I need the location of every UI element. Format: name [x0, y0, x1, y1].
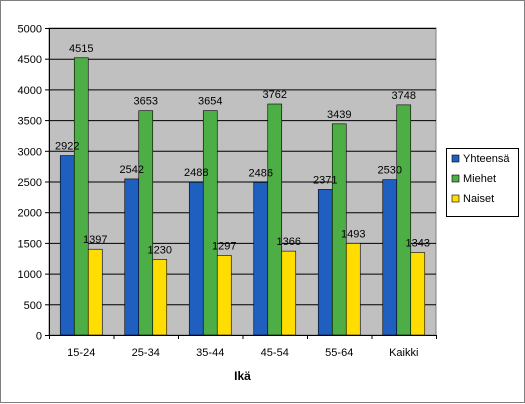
- y-tick-label: 1000: [18, 269, 42, 281]
- legend-label: Yhteensä: [463, 153, 510, 165]
- data-label: 2486: [249, 167, 273, 179]
- data-label: 3654: [198, 96, 222, 108]
- y-tick-label: 2500: [18, 177, 42, 189]
- x-tick-label: 25-34: [132, 347, 160, 359]
- data-label: 2530: [378, 165, 402, 177]
- bar: [202, 110, 218, 336]
- legend-swatch: [451, 174, 460, 183]
- data-label: 4515: [69, 43, 93, 55]
- bar: [281, 250, 297, 336]
- gridlines: [49, 28, 436, 306]
- data-labels: 2922 4515 1397 2542 3653 1230 2488 3654 1297 2486…: [55, 43, 430, 257]
- data-label: 1230: [148, 244, 172, 256]
- bar: [345, 243, 361, 336]
- legend-swatch: [451, 154, 460, 163]
- data-label: 3748: [392, 90, 416, 102]
- x-tick-label: 35-44: [196, 347, 224, 359]
- x-tick-label: 45-54: [261, 347, 289, 359]
- data-label: 2488: [184, 167, 208, 179]
- data-label: 1297: [212, 240, 236, 252]
- bar: [152, 259, 168, 336]
- y-tick-label: 5000: [18, 24, 42, 36]
- data-label: 1493: [341, 228, 365, 240]
- y-tick-label: 500: [24, 300, 42, 312]
- legend-label: Naiset: [463, 193, 494, 205]
- data-label: 2542: [120, 164, 144, 176]
- bar: [267, 103, 283, 336]
- y-tick-label: 3500: [18, 116, 42, 128]
- bars: [59, 57, 426, 336]
- data-label: 1343: [406, 238, 430, 250]
- bar: [188, 181, 204, 336]
- bar: [317, 189, 333, 336]
- bar: [216, 255, 232, 336]
- bar: [87, 248, 103, 336]
- y-tick-label: 0: [36, 331, 42, 343]
- data-label: 1366: [277, 236, 301, 248]
- x-axis-ticks: 15-24 25-34 35-44 45-54 55-64 Kaikki: [49, 335, 437, 359]
- data-label: 2371: [313, 174, 337, 186]
- y-tick-label: 3000: [18, 146, 42, 158]
- legend-label: Miehet: [463, 173, 496, 185]
- y-axis-ticks: 0 500 1000 1500 2000 2500 3000 3500 4000 4500 5000: [18, 24, 49, 343]
- bar: [59, 155, 75, 336]
- y-tick-label: 1500: [18, 238, 42, 250]
- data-label: 3653: [134, 96, 158, 108]
- x-tick-label: 55-64: [325, 347, 353, 359]
- bar: [253, 182, 269, 336]
- bar: [396, 104, 412, 336]
- bar: [124, 178, 140, 336]
- data-label: 3439: [327, 109, 351, 121]
- y-tick-label: 4000: [18, 85, 42, 97]
- data-label: 2922: [55, 141, 79, 153]
- bar: [382, 179, 398, 336]
- bar: [410, 252, 426, 336]
- x-tick-label: Kaikki: [389, 347, 418, 359]
- data-label: 1397: [83, 234, 107, 246]
- y-tick-label: 4500: [18, 54, 42, 66]
- bar: [138, 110, 154, 336]
- bar: [73, 57, 89, 336]
- legend-swatch: [451, 194, 460, 203]
- x-axis-title: Ikä: [234, 369, 251, 383]
- y-tick-label: 2000: [18, 208, 42, 220]
- legend: Yhteensä Miehet Naiset: [446, 148, 519, 217]
- x-tick-label: 15-24: [67, 347, 95, 359]
- data-label: 3762: [263, 89, 287, 101]
